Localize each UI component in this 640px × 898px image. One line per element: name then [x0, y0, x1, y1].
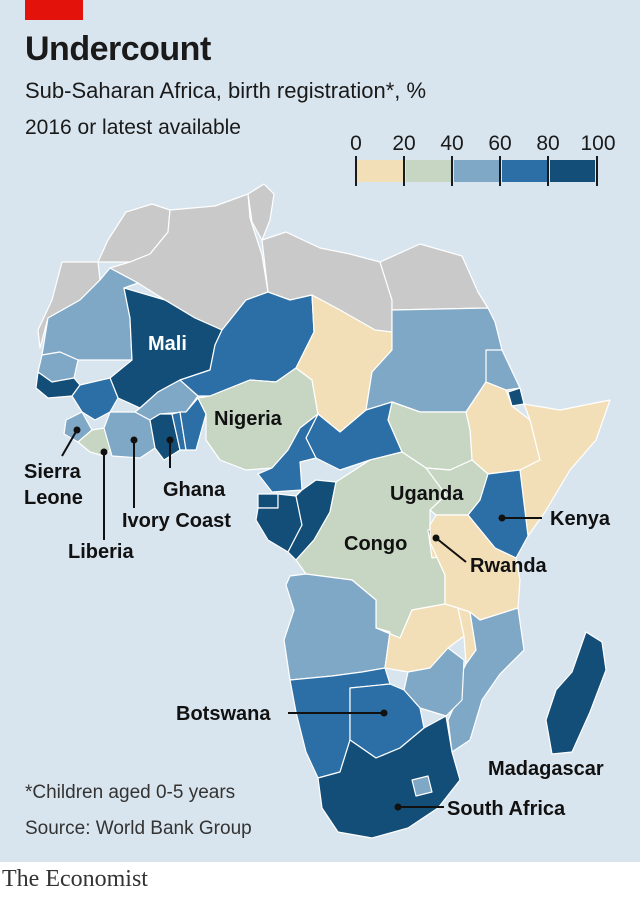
country-somalia — [519, 399, 611, 537]
legend-tick-60: 60 — [488, 132, 511, 155]
country-madagascar — [545, 631, 607, 755]
north-africa-no-data — [37, 183, 489, 349]
label-uganda: Uganda — [390, 483, 464, 505]
country-egypt — [379, 243, 489, 311]
legend: 0 20 40 60 80 100 — [350, 132, 616, 186]
legend-swatch-80-100 — [550, 160, 595, 182]
rwanda-leader — [435, 537, 467, 563]
country-cameroon — [257, 413, 319, 493]
country-algeria — [109, 193, 269, 331]
legend-tick-80: 80 — [536, 132, 559, 155]
west-africa — [35, 267, 319, 471]
label-nigeria: Nigeria — [214, 408, 283, 430]
source: Source: World Bank Group — [25, 818, 252, 839]
legend-swatch-40-60 — [454, 160, 499, 182]
country-lesotho — [411, 775, 433, 797]
label-congo: Congo — [344, 533, 407, 555]
country-labels: Mali Nigeria Sierra Leone Ghana Ivory Co… — [24, 333, 611, 820]
sierra-leone-leader — [61, 429, 78, 457]
legend-swatch-0-20 — [358, 160, 403, 182]
legend-swatch-20-40 — [406, 160, 451, 182]
chart-subtitle: Sub-Saharan Africa, birth registration*,… — [25, 78, 427, 103]
label-rwanda: Rwanda — [470, 555, 548, 577]
label-mali: Mali — [148, 333, 187, 355]
southern-africa — [283, 573, 607, 839]
country-equatorial-guinea — [257, 493, 279, 509]
annotations — [61, 426, 542, 811]
footnote: *Children aged 0-5 years — [25, 782, 236, 803]
country-tunisia — [247, 183, 275, 241]
label-south-africa: South Africa — [447, 798, 566, 820]
legend-tick-100: 100 — [580, 132, 615, 155]
brand-red-tag — [25, 0, 83, 20]
chart-title: Undercount — [25, 30, 211, 68]
label-sierra-leone-line2: Leone — [24, 487, 83, 509]
chart-period: 2016 or latest available — [25, 116, 241, 139]
country-zambia — [375, 603, 465, 673]
brand-logo: The Economist — [2, 866, 148, 892]
central-africa — [255, 294, 611, 639]
chart-panel: Undercount Sub-Saharan Africa, birth reg… — [0, 0, 640, 862]
label-ivory-coast: Ivory Coast — [122, 510, 231, 532]
label-ghana: Ghana — [163, 479, 226, 501]
label-liberia: Liberia — [68, 541, 134, 563]
legend-tick-0: 0 — [350, 132, 362, 155]
legend-tick-40: 40 — [440, 132, 463, 155]
country-guinea — [71, 377, 119, 421]
label-botswana: Botswana — [176, 703, 271, 725]
legend-swatch-60-80 — [502, 160, 547, 182]
label-madagascar: Madagascar — [488, 758, 604, 780]
africa-map: 0 20 40 60 80 100 — [24, 132, 616, 839]
label-kenya: Kenya — [550, 508, 611, 530]
legend-tick-20: 20 — [392, 132, 415, 155]
country-ethiopia — [465, 381, 541, 475]
country-eritrea — [485, 349, 521, 391]
label-sierra-leone-line1: Sierra — [24, 461, 82, 483]
country-mozambique — [447, 607, 525, 753]
